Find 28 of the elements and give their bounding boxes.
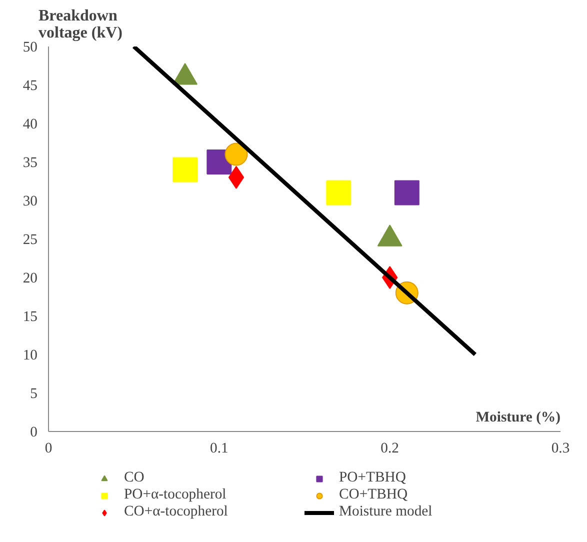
y-tick-label: 0 (30, 424, 38, 440)
legend-label: CO (124, 470, 146, 486)
x-tick-label: 0.3 (551, 440, 570, 456)
y-tick-label: 30 (22, 194, 38, 210)
y-tick-label: 15 (22, 309, 38, 325)
y-tick-label: 35 (22, 155, 38, 171)
point (172, 157, 198, 182)
y-tick-label: 25 (22, 232, 38, 248)
x-tick-label: 0 (44, 440, 52, 456)
legend-label: Moisture model (339, 504, 434, 520)
y-tick-label: 40 (22, 116, 38, 132)
legend-label: PO+α-tocopherol (124, 486, 228, 504)
x-tick-label: 0.2 (380, 440, 399, 456)
point (394, 180, 420, 206)
point (224, 142, 248, 166)
point (326, 180, 352, 206)
legend-label: CO+TBHQ (339, 486, 409, 504)
point (228, 166, 244, 189)
y-tick-label: 5 (30, 386, 38, 402)
y-tick-label: 20 (22, 270, 38, 286)
legend-label: PO+TBHQ (339, 470, 407, 486)
y-tick-label: 50 (22, 40, 38, 56)
x-axis-title: Moisture (%) (476, 410, 561, 426)
y-tick-label: 45 (22, 78, 38, 94)
y-axis-title: Breakdown voltage (kV) (38, 8, 122, 42)
y-tick-label: 10 (22, 348, 38, 364)
x-tick-label: 0.1 (210, 440, 228, 456)
legend-label: CO+α-tocopherol (124, 504, 229, 520)
